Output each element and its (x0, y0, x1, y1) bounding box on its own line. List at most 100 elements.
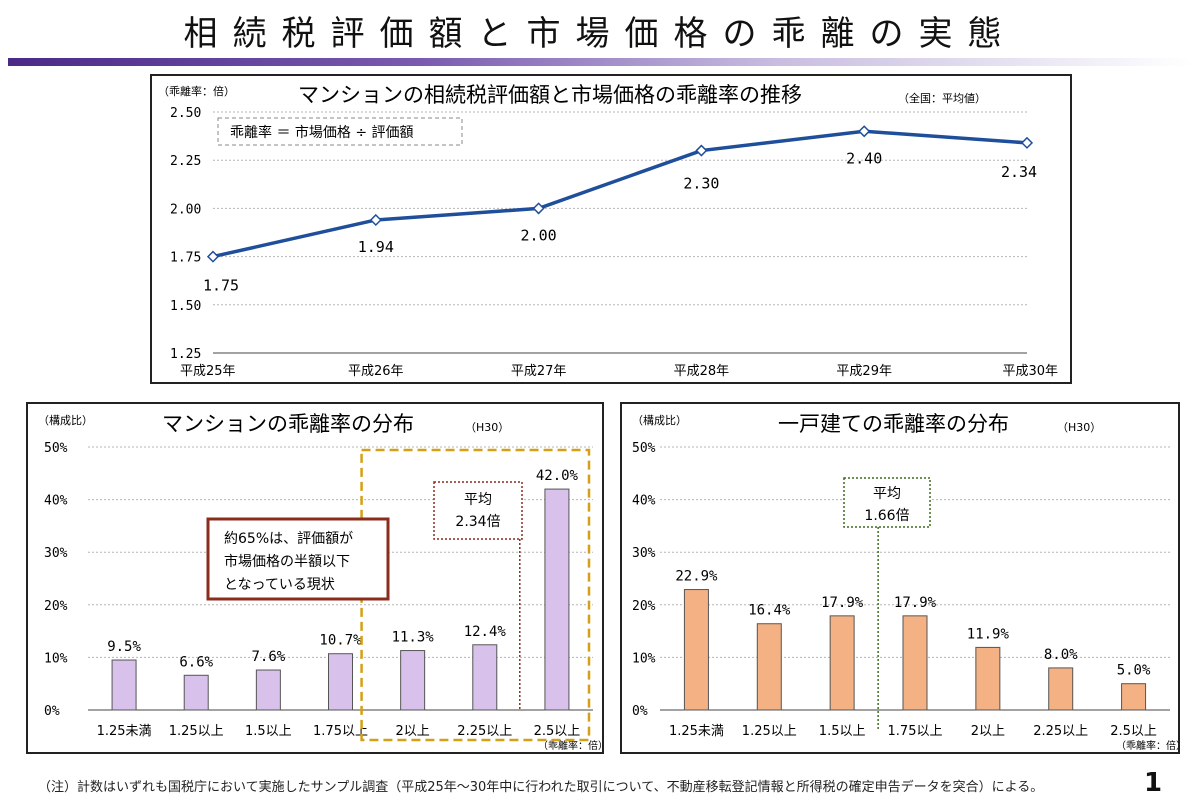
footnote: （注）計数はいずれも国税庁において実施したサンプル調査（平成25年～30年中に行… (38, 780, 1044, 795)
x-tick-label: 1.25以上 (169, 724, 224, 739)
data-label: 16.4% (748, 603, 791, 619)
formula-text: 乖離率 ＝ 市場価格 ÷ 評価額 (230, 124, 414, 141)
x-axis-unit: （乖離率：倍） (1116, 739, 1178, 752)
bar (472, 644, 498, 711)
callout-text: 約65%は、評価額が (224, 531, 353, 547)
page-number: 1 (1144, 768, 1163, 798)
data-label: 2.40 (846, 149, 882, 167)
y-tick-label: 2.00 (170, 202, 201, 217)
x-tick-label: 2.5以上 (1110, 724, 1157, 739)
data-label: 2.34 (1001, 163, 1037, 181)
data-point (858, 125, 871, 138)
house-distribution-panel: （構成比） 一戸建ての乖離率の分布 （H30） 50% 40% 30% 20% 10% 0% 22… (620, 402, 1180, 754)
x-tick-label: 1.25未満 (97, 724, 152, 739)
line-chart: （乖離率：倍） マンションの相続税評価額と市場価格の乖離率の推移 （全国：平均値） 2… (158, 83, 1058, 379)
data-label: 12.4% (464, 624, 507, 640)
y-axis-label: （構成比） (632, 414, 687, 427)
x-tick-label: 1.75以上 (888, 724, 943, 739)
average-value: 2.34倍 (455, 514, 500, 530)
chart-title: マンションの乖離率の分布 (162, 412, 414, 436)
data-point (369, 213, 382, 227)
chart-subtitle: （H30） (465, 421, 509, 434)
y-tick-label: 0% (44, 704, 60, 719)
x-tick-label: 平成28年 (674, 364, 730, 379)
data-point (206, 250, 220, 263)
y-tick-label: 1.25 (170, 347, 201, 362)
y-tick-label: 40% (632, 494, 656, 509)
y-tick-label: 40% (44, 494, 68, 509)
y-tick-label: 1.50 (170, 299, 201, 314)
x-tick-label: 1.5以上 (245, 724, 292, 739)
bar (544, 488, 570, 711)
x-tick-label: 2.25以上 (457, 724, 512, 739)
average-box (433, 481, 523, 540)
callout-text: となっている現状 (224, 577, 335, 593)
bar (1121, 683, 1147, 711)
y-tick-label: 10% (44, 651, 68, 666)
title-underline-bar (8, 58, 1192, 66)
series-line (212, 129, 1028, 259)
data-label: 1.94 (358, 238, 394, 256)
data-label: 17.9% (821, 595, 864, 611)
y-axis-label: （構成比） (38, 414, 93, 427)
x-tick-label: 平成29年 (836, 364, 892, 379)
x-tick-label: 2.5以上 (534, 724, 581, 739)
data-label: 9.5% (107, 639, 141, 655)
line-chart-panel: （乖離率：倍） マンションの相続税評価額と市場価格の乖離率の推移 （全国：平均値） 2… (150, 74, 1072, 384)
data-label: 6.6% (179, 654, 213, 670)
house-bar-chart: （構成比） 一戸建ての乖離率の分布 （H30） 50% 40% 30% 20% 10% 0% 22… (632, 412, 1178, 752)
condo-bar-chart: （構成比） マンションの乖離率の分布 （H30） 50% 40% 30% 20% 10% 0% 9… (38, 412, 602, 752)
chart-title: マンションの相続税評価額と市場価格の乖離率の推移 (298, 83, 802, 107)
bar (829, 615, 855, 711)
bar (255, 669, 281, 711)
x-tick-label: 1.75以上 (313, 724, 368, 739)
y-tick-label: 50% (632, 441, 656, 456)
average-label: 平均 (873, 486, 901, 502)
average-value: 1.66倍 (864, 508, 909, 524)
bar (328, 653, 353, 711)
y-tick-label: 30% (632, 546, 656, 561)
y-tick-label: 0% (632, 704, 648, 719)
bar (902, 615, 928, 711)
data-label: 2.00 (521, 226, 557, 244)
data-label: 2.30 (683, 175, 719, 193)
average-box (843, 477, 931, 528)
data-point (1020, 136, 1034, 149)
bar (183, 674, 209, 711)
data-label: 11.3% (392, 630, 435, 646)
page-title: 相続税評価額と市場価格の乖離の実態 (183, 14, 1017, 54)
formula-box (217, 117, 463, 146)
bar (975, 646, 1001, 711)
bar (1048, 667, 1074, 711)
data-label: 42.0% (536, 468, 579, 484)
y-tick-label: 30% (44, 546, 68, 561)
x-tick-label: 1.5以上 (819, 724, 866, 739)
chart-title: 一戸建ての乖離率の分布 (778, 412, 1009, 436)
bar (400, 650, 426, 711)
data-label: 1.75 (203, 277, 239, 295)
data-label: 10.7% (319, 633, 362, 649)
data-label: 17.9% (894, 595, 937, 611)
data-label: 22.9% (675, 569, 718, 585)
bar (111, 659, 137, 711)
y-tick-label: 20% (632, 599, 656, 614)
average-label: 平均 (464, 492, 492, 508)
y-axis-label: （乖離率：倍） (158, 84, 235, 98)
chart-subtitle: （H30） (1057, 421, 1101, 434)
data-point (532, 202, 545, 215)
condo-distribution-panel: （構成比） マンションの乖離率の分布 （H30） 50% 40% 30% 20% 10% 0% 9… (26, 402, 604, 754)
data-label: 7.6% (251, 649, 285, 665)
x-tick-label: 2以上 (396, 724, 430, 739)
data-label: 8.0% (1044, 647, 1078, 663)
chart-subtitle: （全国：平均値） (898, 91, 986, 105)
y-tick-label: 2.50 (170, 106, 201, 121)
x-axis-unit: （乖離率：倍） (538, 739, 602, 752)
x-tick-label: 平成25年 (180, 364, 236, 379)
data-label: 5.0% (1117, 663, 1151, 679)
data-point (695, 144, 708, 157)
x-tick-label: 2.25以上 (1033, 724, 1088, 739)
x-tick-label: 2以上 (971, 724, 1005, 739)
bar (756, 623, 782, 711)
y-tick-label: 1.75 (170, 251, 201, 266)
x-tick-label: 平成27年 (511, 364, 567, 379)
